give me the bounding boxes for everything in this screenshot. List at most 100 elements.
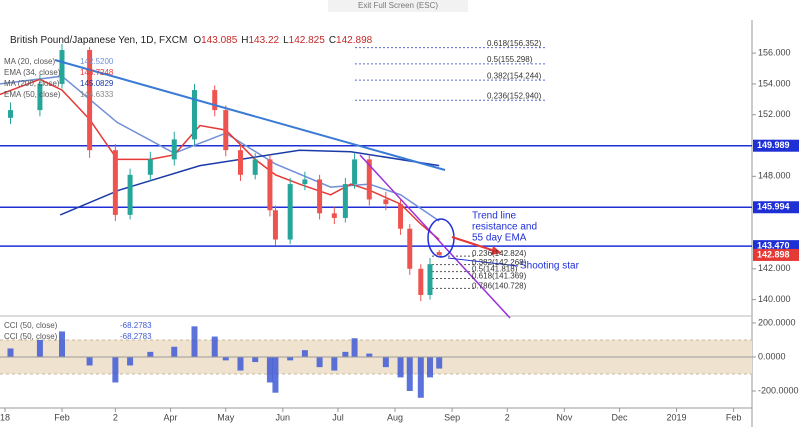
candle-body bbox=[191, 90, 197, 140]
cci-bar bbox=[237, 356, 244, 371]
y-tick-label: 148.000 bbox=[758, 171, 791, 181]
candle-body bbox=[418, 268, 424, 295]
cci-bar bbox=[191, 326, 198, 357]
cci-bar bbox=[252, 356, 259, 363]
candle-body bbox=[171, 139, 177, 160]
y-tick-label: 140.000 bbox=[758, 294, 791, 304]
chart-title: British Pound/Japanese Yen, 1D, FXCM O143… bbox=[10, 35, 373, 46]
x-tick-label: Sep bbox=[444, 412, 460, 422]
level-badge bbox=[753, 139, 799, 152]
cci-legend-value: -68.2783 bbox=[120, 321, 152, 330]
annotation: 55 day EMA bbox=[472, 233, 527, 244]
fib-label: 0.786(140.728) bbox=[472, 281, 527, 290]
x-tick-label: Aug bbox=[387, 412, 403, 422]
cci-bar bbox=[127, 356, 134, 366]
cci-bar bbox=[331, 356, 338, 371]
cci-bar bbox=[417, 356, 424, 398]
indicator-value: 142.5200 bbox=[80, 57, 114, 66]
fib-label: 0.236(152.940) bbox=[487, 91, 542, 100]
cci-bar bbox=[112, 356, 119, 383]
candle-body bbox=[212, 90, 218, 111]
y-tick-label: 152.000 bbox=[758, 109, 791, 119]
x-tick-label: May bbox=[217, 412, 235, 422]
ohlc-value: 143.085 bbox=[201, 35, 238, 46]
downtrend-line bbox=[54, 59, 446, 171]
cci-y-tick-label: 200.0000 bbox=[758, 317, 796, 327]
cci-bar bbox=[316, 356, 323, 368]
cci-bar bbox=[436, 356, 443, 369]
x-tick-label: 2019 bbox=[667, 412, 687, 422]
cci-bar bbox=[36, 339, 43, 357]
red-arrow bbox=[451, 236, 499, 253]
candle-body bbox=[59, 50, 65, 84]
title-text: British Pound/Japanese Yen, 1D, FXCM bbox=[10, 35, 187, 46]
indicator-name: MA (200, close) bbox=[4, 79, 60, 88]
candle-body bbox=[267, 159, 273, 211]
cci-legend-value: -68.2783 bbox=[120, 332, 152, 341]
annotation: Trend line bbox=[472, 211, 517, 222]
fib-label: 0.618(156.352) bbox=[487, 39, 542, 48]
candle-body bbox=[436, 252, 442, 255]
candle-body bbox=[7, 110, 13, 118]
indicator-value: 145.0829 bbox=[80, 79, 114, 88]
y-tick-label: 142.000 bbox=[758, 263, 791, 273]
x-tick-label: 2 bbox=[505, 412, 510, 422]
candle-body bbox=[37, 83, 43, 111]
level-label: 149.989 bbox=[757, 140, 790, 150]
candle-body bbox=[383, 199, 389, 205]
level-badge bbox=[753, 201, 799, 214]
cci-bar bbox=[222, 356, 229, 361]
fib-label: 0.382(154.244) bbox=[487, 71, 542, 80]
level-label: 145.994 bbox=[757, 202, 790, 212]
ohlc-value: 143.22 bbox=[249, 35, 280, 46]
cci-bar bbox=[366, 353, 373, 357]
ohlc-key: L bbox=[283, 35, 289, 46]
candle-body bbox=[127, 174, 133, 215]
indicator-value: 143.7248 bbox=[80, 68, 114, 77]
level-label: 143.470 bbox=[757, 241, 790, 251]
cci-legend-name: CCI (50, close) bbox=[4, 332, 58, 341]
cci-y-tick-label: -200.0000 bbox=[758, 385, 799, 395]
y-tick-label: 154.000 bbox=[758, 78, 791, 88]
candle-body bbox=[272, 210, 278, 240]
x-tick-label: Jul bbox=[332, 412, 344, 422]
x-tick-label: 2 bbox=[113, 412, 118, 422]
candle-body bbox=[331, 213, 337, 218]
x-tick-label: 18 bbox=[0, 412, 10, 422]
candle-body bbox=[342, 184, 348, 218]
cci-bar bbox=[342, 351, 349, 357]
candle-body bbox=[87, 50, 93, 151]
x-tick-label: Dec bbox=[612, 412, 629, 422]
cci-bar bbox=[147, 351, 154, 357]
exit-text[interactable]: Exit Full Screen (ESC) bbox=[358, 1, 438, 10]
candle-body bbox=[366, 159, 372, 200]
ohlc-key: C bbox=[329, 35, 336, 46]
red-arrowhead bbox=[491, 246, 502, 255]
candle-body bbox=[112, 150, 118, 215]
indicator-name: MA (20, close) bbox=[4, 57, 55, 66]
last-price-badge bbox=[753, 248, 799, 261]
x-tick-label: Apr bbox=[164, 412, 178, 422]
cci-legend-name: CCI (50, close) bbox=[4, 321, 58, 330]
x-tick-label: Jun bbox=[276, 412, 291, 422]
cci-bar bbox=[397, 356, 404, 378]
x-tick-label: Feb bbox=[54, 412, 70, 422]
candle-body bbox=[398, 204, 404, 229]
price-panel bbox=[0, 43, 752, 302]
candle-body bbox=[252, 159, 258, 175]
indicator-value: 144.6333 bbox=[80, 90, 114, 99]
cci-bar bbox=[86, 356, 93, 366]
cci-bar bbox=[406, 356, 413, 391]
fib-label: 0.5(141.818) bbox=[472, 265, 518, 274]
annotation: Shooting star bbox=[520, 261, 580, 272]
ohlc-key: H bbox=[241, 35, 248, 46]
indicator-line bbox=[0, 78, 440, 241]
candle-body bbox=[302, 179, 308, 185]
exit-bar[interactable] bbox=[328, 0, 468, 12]
star-pointer bbox=[447, 257, 519, 267]
cci-bar bbox=[427, 356, 434, 378]
indicator-line bbox=[59, 149, 440, 216]
cci-bar bbox=[287, 356, 294, 361]
